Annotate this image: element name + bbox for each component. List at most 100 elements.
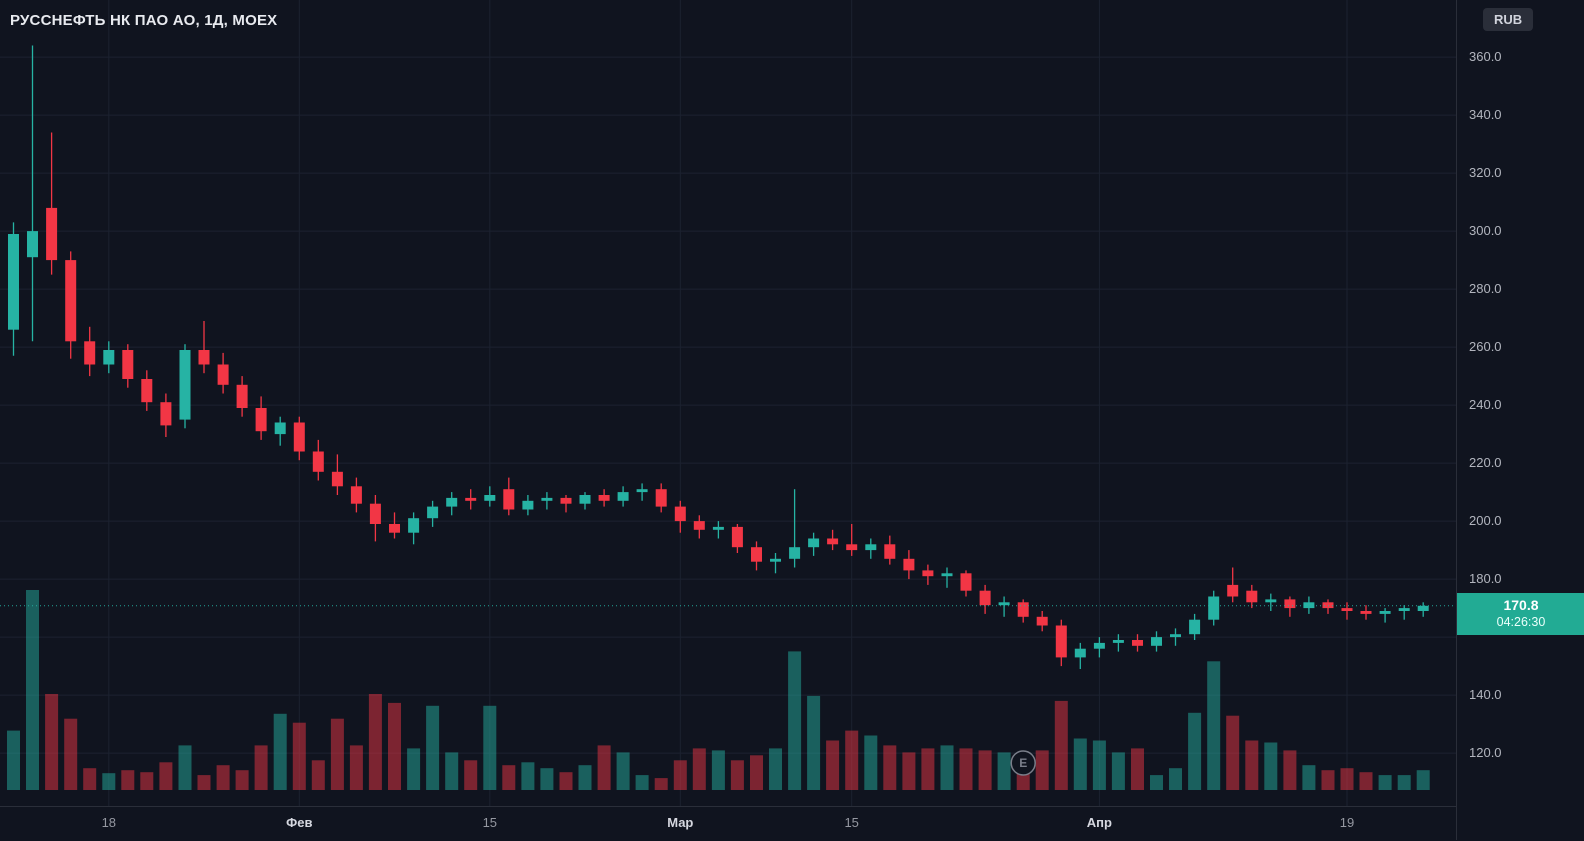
volume-bar [311, 760, 325, 790]
price-axis[interactable]: RUB 170.8 04:26:30 360.0 340.0 320.0 300.0 2… [1456, 0, 1584, 840]
candle-body [1036, 616, 1048, 626]
volume-bar [483, 705, 497, 790]
candle-body [865, 544, 877, 551]
volume-bar [64, 718, 78, 790]
candle-body [103, 350, 115, 365]
volume-bar [407, 748, 421, 790]
time-tick-label: 18 [101, 815, 117, 830]
volume-bar [959, 748, 973, 790]
candle-body [312, 451, 324, 472]
volume-bar [121, 770, 135, 790]
candle-body [1074, 648, 1086, 658]
volume-bar [216, 765, 230, 790]
candle-body [617, 492, 629, 501]
candle-body [465, 497, 477, 501]
volume-bar [254, 745, 268, 790]
volume-bar [997, 752, 1011, 790]
volume-bar [159, 762, 173, 790]
volume-bar [807, 695, 821, 790]
volume-bar [788, 651, 802, 790]
volume-bar [292, 722, 306, 790]
candle-body [979, 590, 991, 606]
candle-body [1093, 642, 1105, 649]
time-tick-label: Апр [1086, 815, 1112, 830]
volume-bar [502, 765, 516, 790]
candle-body [46, 207, 58, 261]
price-tick-label: 140.0 [1469, 687, 1502, 703]
candle-body [198, 350, 210, 365]
volume-bar [1397, 775, 1411, 790]
price-tick-label: 200.0 [1469, 513, 1502, 529]
candle-body [1303, 602, 1315, 609]
volume-bar [1321, 770, 1335, 790]
candle-body [731, 526, 743, 548]
volume-bar [921, 748, 935, 790]
volume-bar [368, 694, 382, 790]
candle-body [941, 573, 953, 577]
candle-body [27, 231, 38, 258]
candle-body [1322, 602, 1334, 609]
volume-bar [864, 735, 878, 790]
volume-bar [349, 745, 363, 790]
volume-bar [464, 760, 478, 790]
price-tick-label: 280.0 [1469, 281, 1502, 297]
candle-body [84, 341, 96, 365]
candle-body [579, 495, 591, 504]
volume-bar [140, 772, 154, 790]
volume-bar [1416, 770, 1430, 790]
time-tick-label: 15 [844, 815, 859, 830]
time-tick-label: Фев [286, 815, 313, 830]
volume-bar [1169, 768, 1182, 790]
currency-button[interactable]: RUB [1483, 8, 1534, 31]
candle-body [122, 350, 134, 379]
candle-body [236, 384, 248, 408]
volume-bar [1264, 742, 1278, 790]
price-tick-label: 340.0 [1469, 107, 1502, 123]
volume-bar [7, 730, 20, 790]
candle-body [179, 350, 191, 420]
volume-bar [750, 755, 763, 790]
candle-body [8, 234, 19, 330]
countdown-timer: 04:26:30 [1496, 614, 1546, 629]
price-tick-label: 180.0 [1469, 571, 1502, 587]
candle-body [560, 497, 572, 504]
price-tick-label: 240.0 [1469, 397, 1502, 413]
volume-bar [521, 762, 535, 790]
candle-body [1379, 611, 1391, 614]
candle-body [903, 558, 915, 571]
candle-body [522, 500, 534, 510]
candle-body [1417, 605, 1429, 611]
symbol-legend[interactable]: РУССНЕФТЬ НК ПАО АО, 1Д, MOEX [10, 12, 278, 29]
last-price-label: 170.8 04:26:30 [1457, 592, 1584, 635]
candle-body [693, 521, 705, 530]
time-tick-label: 19 [1339, 815, 1355, 830]
volume-bar [1073, 738, 1087, 790]
volume-bar [1150, 775, 1163, 790]
candle-body [1246, 590, 1258, 603]
candle-body [1341, 608, 1353, 611]
price-tick-label: 360.0 [1469, 49, 1502, 65]
volume-bar [197, 775, 211, 790]
candle-body [1360, 611, 1372, 614]
candle-body [408, 518, 420, 533]
volume-bar [235, 770, 249, 790]
time-axis[interactable]: 18 Фев 15 Мар 15 Апр 19 [0, 806, 1456, 841]
price-tick-label: 120.0 [1469, 745, 1502, 761]
volume-bar [1245, 740, 1259, 790]
volume-bar [692, 748, 706, 790]
candle-body [293, 422, 305, 452]
candle-body [160, 402, 172, 426]
volume-bar [1283, 750, 1297, 790]
candle-body [1151, 637, 1162, 646]
candle-body [331, 471, 343, 487]
candle-body [960, 573, 972, 591]
volume-bar [426, 705, 440, 790]
earnings-marker-icon[interactable] [1010, 750, 1036, 776]
candle-body [884, 544, 896, 559]
candle-body [141, 379, 153, 403]
volume-bar [654, 778, 668, 790]
candle-body [1398, 608, 1410, 611]
candle-body [770, 558, 781, 562]
volume-bar [330, 718, 344, 790]
